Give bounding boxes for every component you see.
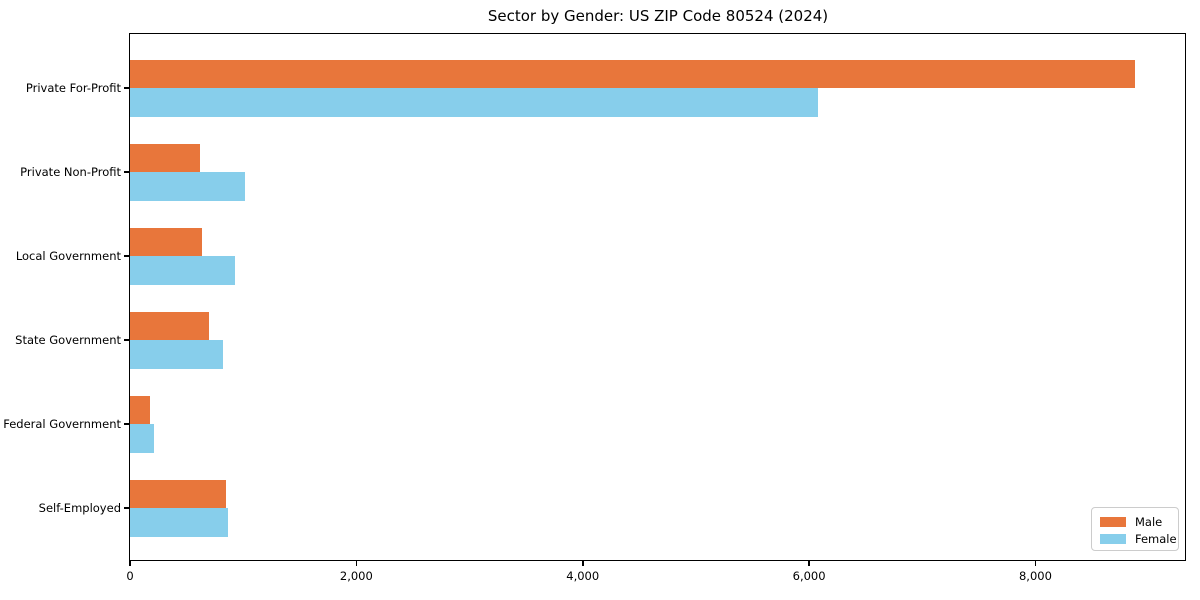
x-tick-mark	[1034, 561, 1037, 566]
plot-area	[129, 33, 1186, 561]
y-tick-label-0: Private For-Profit	[25, 81, 121, 95]
legend-swatch-male	[1100, 516, 1126, 527]
y-tick-label-2: Local Government	[15, 249, 121, 263]
x-tick-label-1: 2,000	[339, 569, 373, 583]
legend-item-female: Female	[1092, 530, 1177, 547]
x-tick-mark	[581, 561, 584, 566]
x-tick-mark	[129, 561, 131, 566]
bar-male-2	[130, 227, 202, 256]
bar-female-1	[130, 172, 246, 201]
bar-male-3	[130, 311, 209, 340]
y-tick-mark	[124, 87, 129, 89]
bar-male-1	[130, 143, 200, 172]
y-tick-label-3: State Government	[15, 333, 121, 347]
bar-male-4	[130, 395, 151, 424]
chart-title: Sector by Gender: US ZIP Code 80524 (202…	[487, 7, 829, 25]
bar-female-2	[130, 256, 236, 285]
legend-label-female: Female	[1135, 531, 1177, 546]
legend: Male Female	[1091, 507, 1179, 551]
legend-swatch-female	[1100, 533, 1126, 544]
y-tick-label-1: Private Non-Profit	[20, 165, 121, 179]
y-tick-label-4: Federal Government	[3, 417, 121, 431]
y-tick-mark	[124, 339, 129, 341]
y-tick-label-5: Self-Employed	[38, 501, 121, 515]
bar-female-0	[130, 88, 819, 117]
bar-female-4	[130, 424, 154, 453]
x-tick-label-3: 6,000	[792, 569, 826, 583]
y-tick-mark	[124, 255, 129, 257]
y-tick-mark	[124, 423, 129, 425]
y-tick-mark	[124, 507, 129, 509]
x-tick-label-4: 8,000	[1018, 569, 1052, 583]
x-tick-label-0: 0	[126, 569, 134, 583]
legend-label-male: Male	[1135, 514, 1163, 529]
bar-male-5	[130, 479, 226, 508]
y-tick-mark	[124, 171, 129, 173]
x-tick-mark	[808, 561, 810, 566]
bar-male-0	[130, 59, 1136, 88]
x-tick-label-2: 4,000	[566, 569, 600, 583]
bar-female-5	[130, 508, 229, 537]
x-tick-mark	[355, 561, 358, 566]
legend-item-male: Male	[1092, 513, 1162, 530]
bar-female-3	[130, 340, 224, 369]
